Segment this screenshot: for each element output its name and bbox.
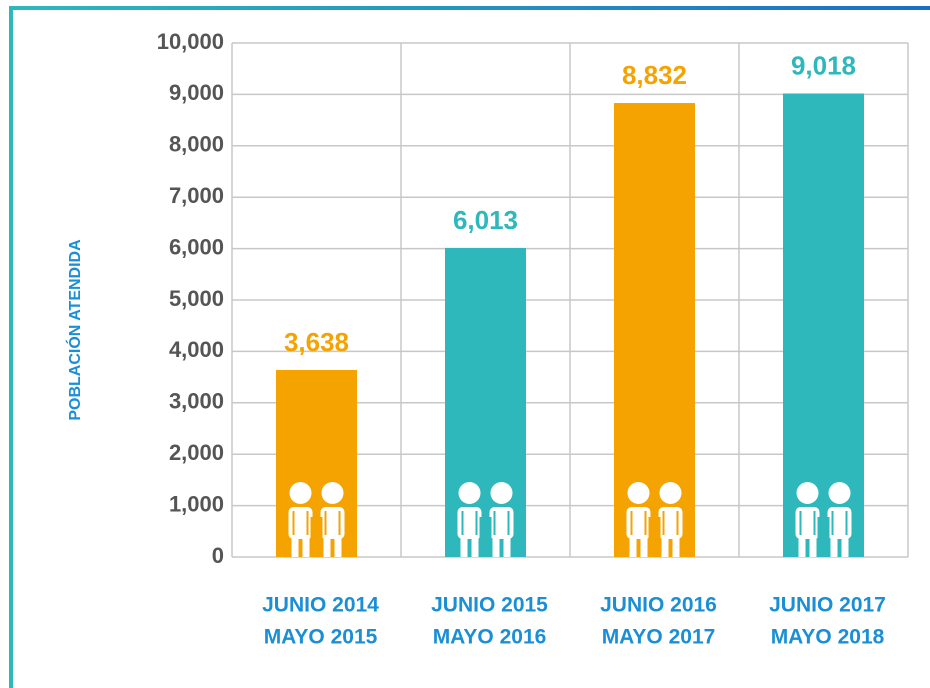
person-body: [489, 507, 514, 539]
person-head: [828, 482, 851, 504]
bar: [445, 247, 526, 557]
person-leg: [291, 535, 299, 557]
person-head: [659, 482, 682, 504]
person-body: [626, 507, 651, 539]
value-label: 9,018: [791, 50, 856, 80]
child-icon: [479, 517, 492, 547]
person-leg: [323, 535, 331, 557]
x-tick-label: MAYO 2018: [771, 626, 885, 649]
y-tick-label: 8,000: [169, 132, 224, 157]
value-label: 6,013: [453, 205, 518, 235]
frame-left: [9, 6, 13, 688]
y-tick-label: 10,000: [157, 29, 224, 54]
person-head: [796, 482, 819, 504]
person-head: [321, 482, 344, 504]
person-leg: [492, 535, 500, 557]
person-head: [289, 482, 312, 504]
person-head: [627, 482, 650, 504]
person-leg: [503, 535, 511, 557]
person-leg: [661, 535, 669, 557]
y-tick-label: 9,000: [169, 80, 224, 105]
bar: [614, 103, 695, 557]
y-tick-label: 6,000: [169, 234, 224, 259]
person-leg: [629, 535, 637, 557]
x-tick-label: JUNIO 2017: [769, 594, 886, 617]
x-tick-label: JUNIO 2014: [262, 594, 379, 617]
x-tick-label: MAYO 2017: [602, 626, 716, 649]
person-leg: [830, 535, 838, 557]
value-label: 8,832: [622, 60, 687, 90]
y-tick-label: 4,000: [169, 337, 224, 362]
y-tick-label: 7,000: [169, 183, 224, 208]
person-leg: [334, 535, 342, 557]
frame-top: [9, 6, 930, 10]
person-body: [658, 507, 683, 539]
people-icon: [288, 482, 345, 557]
person-leg: [809, 535, 817, 557]
x-tick-label: JUNIO 2016: [600, 594, 717, 617]
people-icon: [795, 482, 852, 557]
x-tick-label: JUNIO 2015: [431, 594, 548, 617]
person-body: [288, 507, 313, 539]
x-tick-label: MAYO 2015: [264, 626, 378, 649]
person-leg: [460, 535, 468, 557]
child-icon: [817, 517, 830, 547]
y-tick-label: 3,000: [169, 389, 224, 414]
person-leg: [471, 535, 479, 557]
y-tick-label: 5,000: [169, 286, 224, 311]
x-tick-label: MAYO 2016: [433, 626, 547, 649]
bar: [783, 93, 864, 558]
y-tick-label: 0: [212, 543, 224, 568]
people-icon: [626, 482, 683, 557]
person-leg: [672, 535, 680, 557]
person-body: [827, 507, 852, 539]
person-body: [457, 507, 482, 539]
y-tick-label: 2,000: [169, 440, 224, 465]
person-head: [490, 482, 513, 504]
child-icon: [648, 517, 661, 547]
people-icon: [457, 482, 514, 557]
person-body: [795, 507, 820, 539]
value-label: 3,638: [284, 327, 349, 357]
person-body: [320, 507, 345, 539]
person-leg: [798, 535, 806, 557]
person-leg: [841, 535, 849, 557]
person-head: [458, 482, 481, 504]
y-tick-label: 1,000: [169, 491, 224, 516]
person-leg: [302, 535, 310, 557]
y-axis-title: POBLACIÓN ATENDIDA: [65, 239, 84, 421]
person-leg: [640, 535, 648, 557]
child-icon: [310, 517, 323, 547]
